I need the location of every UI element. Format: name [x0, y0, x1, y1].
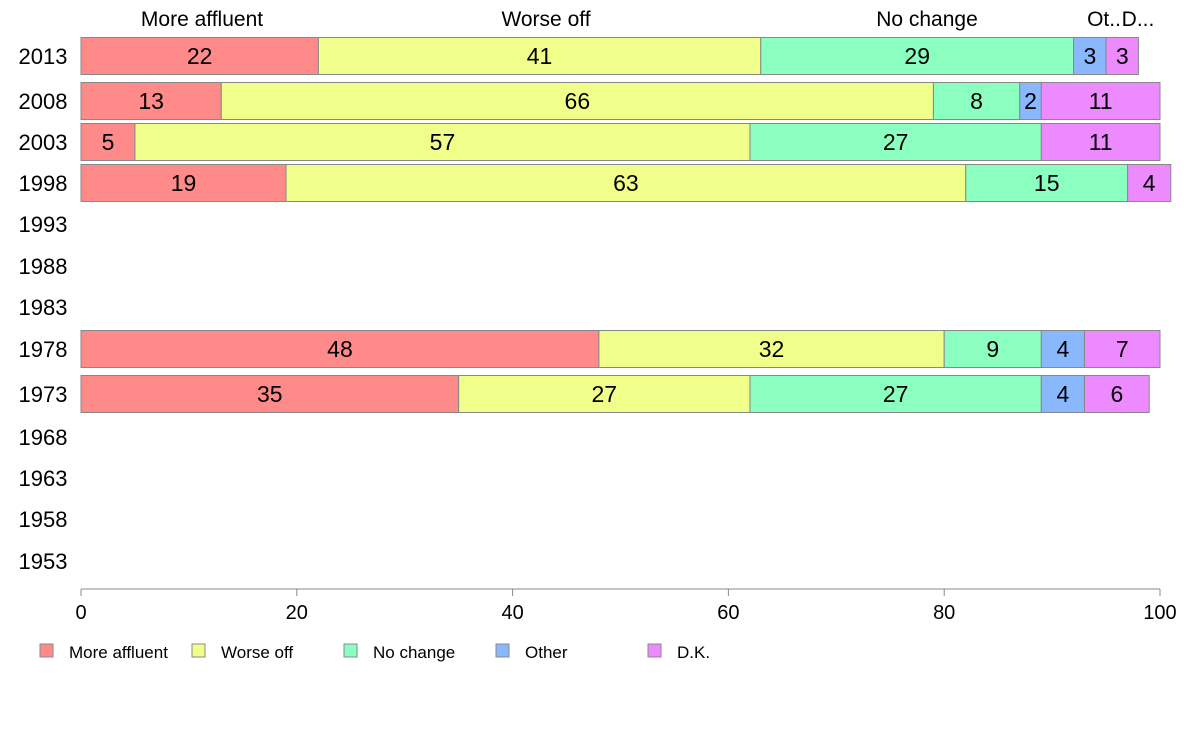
bar-2008-worse-off [220, 82, 934, 120]
bar-value-label: 9 [986, 336, 999, 362]
bar-value-label: 19 [171, 170, 197, 196]
bar-value-label: 48 [327, 336, 353, 362]
bar-2008-no-change [932, 82, 1021, 120]
bar-1978-more-affluent [80, 330, 600, 368]
bar-value-label: 22 [187, 43, 213, 69]
x-tick-label: 100 [1143, 602, 1176, 624]
bar-value-label: 27 [883, 381, 909, 407]
category-label-2008: 2008 [19, 89, 68, 114]
legend-label-more-affluent: More affluent [69, 643, 168, 662]
category-label-1983: 1983 [19, 295, 68, 320]
bar-value-label: 11 [1089, 88, 1113, 114]
bar-value-label: 8 [970, 88, 983, 114]
bar-value-label: 29 [904, 43, 930, 69]
bar-1978-d-k [1083, 330, 1161, 368]
top-label-more-affluent: More affluent [141, 8, 263, 31]
bar-1973-worse-off [458, 375, 751, 413]
bar-value-label: 3 [1116, 43, 1129, 69]
bars-group: 22 41 29 3 3 13 66 8 2 11 5 57 27 11 19 63 15 4 48 32 9 4 7 35 2… [80, 37, 1172, 413]
category-label-1953: 1953 [19, 549, 68, 574]
top-segment-labels: More affluent Worse off No change Ot.. D… [141, 8, 1154, 31]
category-label-1993: 1993 [19, 212, 68, 237]
bar-value-label: 32 [759, 336, 785, 362]
bar-1973-d-k [1083, 375, 1150, 413]
bar-1973-more-affluent [80, 375, 460, 413]
bar-value-label: 7 [1116, 336, 1129, 362]
top-label-other: Ot.. [1087, 8, 1121, 31]
category-label-1973: 1973 [19, 382, 68, 407]
bar-1978-worse-off [598, 330, 945, 368]
bar-1978-other [1040, 330, 1085, 368]
x-axis: 0 20 40 60 80 100 [75, 588, 1177, 624]
x-tick-label: 40 [501, 602, 523, 624]
top-label-worse-off: Worse off [501, 8, 590, 31]
bar-1973-other [1040, 375, 1085, 413]
x-tick-label: 60 [717, 602, 739, 624]
category-label-1958: 1958 [19, 507, 68, 532]
bar-value-label: 27 [592, 381, 618, 407]
bar-2003-worse-off [134, 123, 751, 161]
bar-value-label: 27 [883, 129, 909, 155]
bar-1998-worse-off [285, 164, 967, 202]
legend: More affluent Worse off No change Other D.K. [39, 643, 710, 662]
legend-swatch-worse-off [191, 643, 206, 658]
bar-value-label: 35 [257, 381, 283, 407]
bar-2008-more-affluent [80, 82, 222, 120]
legend-swatch-other [495, 643, 510, 658]
bar-2008-d-k [1040, 82, 1161, 120]
bar-2013-no-change [760, 37, 1075, 75]
category-label-1963: 1963 [19, 466, 68, 491]
bar-value-label: 41 [527, 43, 553, 69]
bar-1998-no-change [965, 164, 1129, 202]
bar-2013-worse-off [317, 37, 762, 75]
bar-2003-more-affluent [80, 123, 136, 161]
bar-2013-d-k [1105, 37, 1139, 75]
bar-value-label: 3 [1083, 43, 1096, 69]
top-label-no-change: No change [876, 8, 978, 31]
x-tick-label: 20 [286, 602, 308, 624]
legend-label-d-k: D.K. [677, 643, 710, 662]
top-label-dk: D... [1122, 8, 1155, 31]
x-tick-label: 0 [75, 602, 86, 624]
x-tick-label: 80 [933, 602, 955, 624]
bar-value-label: 13 [138, 88, 164, 114]
bar-value-label: 2 [1024, 88, 1037, 114]
legend-label-other: Other [525, 643, 568, 662]
bar-value-label: 6 [1110, 381, 1123, 407]
category-label-2013: 2013 [19, 44, 68, 69]
legend-swatch-no-change [343, 643, 358, 658]
category-labels: 2013 2008 2003 1998 1993 1988 1983 1978 1973 1968… [19, 44, 68, 574]
bar-value-label: 4 [1056, 381, 1069, 407]
bar-1998-d-k [1127, 164, 1172, 202]
legend-label-worse-off: Worse off [221, 643, 293, 662]
bar-value-label: 15 [1034, 170, 1060, 196]
bar-value-label: 63 [613, 170, 639, 196]
bar-2003-no-change [749, 123, 1042, 161]
bar-2003-d-k [1040, 123, 1161, 161]
bar-value-label: 4 [1056, 336, 1069, 362]
category-label-1988: 1988 [19, 254, 68, 279]
bar-2013-more-affluent [80, 37, 319, 75]
bar-value-label: 66 [565, 88, 591, 114]
legend-swatch-more-affluent [39, 643, 54, 658]
bar-1973-no-change [749, 375, 1042, 413]
category-label-2003: 2003 [19, 130, 68, 155]
bar-1998-more-affluent [80, 164, 287, 202]
bar-value-label: 5 [102, 129, 115, 155]
category-label-1968: 1968 [19, 425, 68, 450]
category-label-1978: 1978 [19, 337, 68, 362]
category-label-1998: 1998 [19, 171, 68, 196]
bar-value-label: 11 [1089, 129, 1113, 155]
legend-label-no-change: No change [373, 643, 455, 662]
bar-value-label: 4 [1143, 170, 1156, 196]
legend-swatch-d-k [647, 643, 662, 658]
bar-value-label: 57 [430, 129, 456, 155]
